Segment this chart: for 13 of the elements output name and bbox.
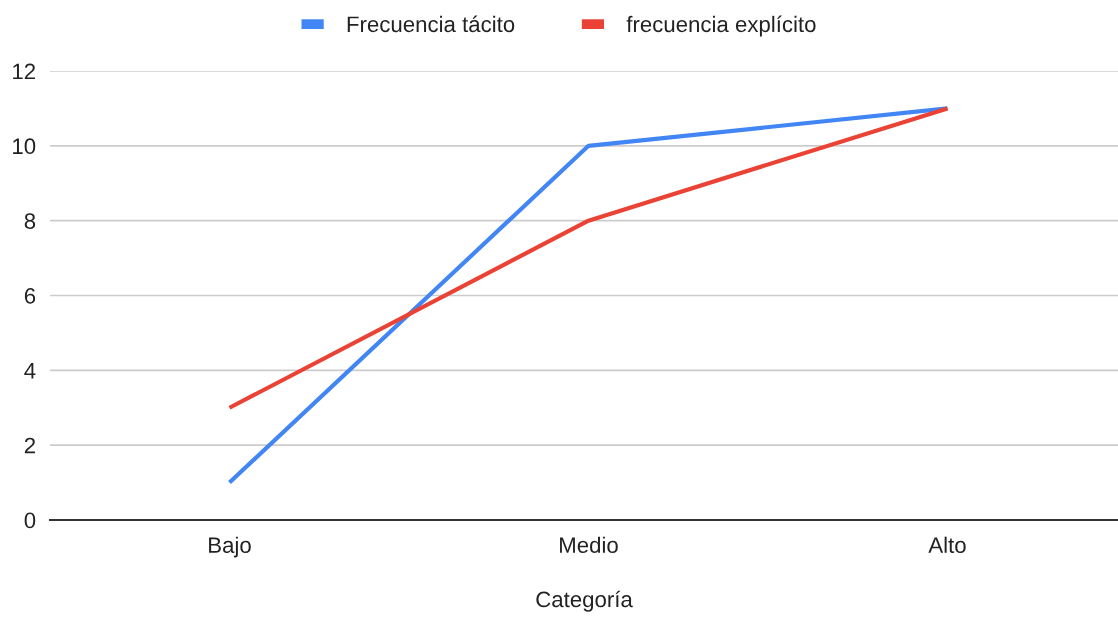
x-tick-label: Medio	[560, 536, 618, 553]
y-tick-label: 8	[24, 213, 36, 229]
legend-label: frecuencia explícito	[626, 15, 816, 37]
x-tick-label: Alto	[928, 536, 966, 553]
y-tick-label: 12	[13, 63, 35, 80]
y-tick-label: 6	[24, 288, 36, 304]
legend-label: Frecuencia tácito	[347, 15, 515, 33]
y-tick-label: 2	[24, 437, 35, 454]
y-tick-label: 0	[24, 512, 36, 529]
x-axis-title: Categoría	[536, 590, 633, 612]
x-tick-label: Bajo	[209, 536, 251, 558]
y-tick-label: 10	[13, 138, 36, 155]
y-tick-label: 4	[24, 363, 36, 379]
